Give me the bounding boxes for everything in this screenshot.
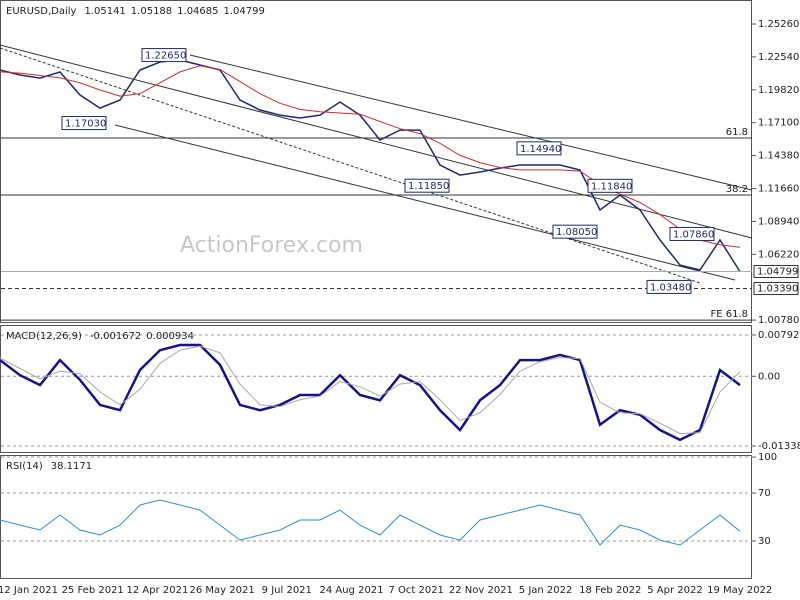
annotation-label: 1.03480 xyxy=(650,282,691,293)
annotation-box xyxy=(552,224,598,239)
y-tick-label: 1.25260 xyxy=(758,19,799,30)
x-tick-label: 22 Nov 2021 xyxy=(449,585,513,596)
y-tick-label: 1.19820 xyxy=(758,85,799,96)
level-label: 38.2 xyxy=(726,184,748,195)
y-tick-label: 1.17100 xyxy=(758,118,799,129)
series-line xyxy=(0,345,741,435)
header-value: 38.1171 xyxy=(51,461,92,472)
y-tick-label: 1.00780 xyxy=(758,315,799,326)
x-tick-label: 7 Oct 2021 xyxy=(388,585,443,596)
annotation-label: 1.14940 xyxy=(520,144,561,155)
header-value: 0.000934 xyxy=(146,331,194,342)
trend-line xyxy=(0,44,753,239)
y-tick-label: 1.22540 xyxy=(758,52,799,63)
channel-upper xyxy=(189,54,753,191)
y-tick-label: 1.14380 xyxy=(758,151,799,162)
annotation-label: 1.11850 xyxy=(408,181,449,192)
annotation-label: 1.22650 xyxy=(145,51,186,62)
annotation-label: 1.07860 xyxy=(673,229,714,240)
y-tick-label: 1.06220 xyxy=(758,249,799,260)
series-line xyxy=(0,343,741,442)
header-value: 1.04685 xyxy=(177,6,218,17)
rsi-panel xyxy=(0,455,752,579)
x-tick-label: 5 Jan 2022 xyxy=(519,585,573,596)
header-value: 1.05141 xyxy=(84,6,125,17)
panel-title: EURUSD,Daily xyxy=(6,6,77,17)
annotation-label: 1.17030 xyxy=(65,119,106,130)
header-value: 1.05188 xyxy=(131,6,172,17)
price-box xyxy=(753,282,799,296)
y-tick-label: 0.007924 xyxy=(758,330,800,341)
annotation-box xyxy=(587,178,633,193)
y-tick-label: -0.013382 xyxy=(758,441,800,452)
x-tick-label: 5 Apr 2022 xyxy=(647,585,702,596)
y-tick-label: 1.11660 xyxy=(758,183,799,194)
x-tick-label: 12 Apr 2021 xyxy=(126,585,188,596)
annotation-label: 1.08050 xyxy=(556,227,597,238)
annotation-box xyxy=(404,178,450,193)
channel-lower xyxy=(114,124,736,281)
current-price-label: 1.04799 xyxy=(757,266,798,277)
annotation-box xyxy=(141,48,187,63)
annotation-box xyxy=(516,141,562,156)
y-tick-label: 70 xyxy=(758,488,771,499)
y-tick-label: 100 xyxy=(758,452,777,463)
series-line xyxy=(0,59,741,273)
x-tick-label: 12 Jan 2021 xyxy=(0,585,58,596)
x-tick-label: 24 Aug 2021 xyxy=(319,585,383,596)
panel-title: RSI(14) xyxy=(6,461,43,472)
support-label: 1.03390 xyxy=(757,284,798,295)
x-tick-label: 25 Feb 2021 xyxy=(62,585,124,596)
macd-panel xyxy=(0,325,752,453)
x-tick-label: 26 May 2021 xyxy=(189,585,254,596)
watermark: ActionForex.com xyxy=(180,233,363,258)
level-label: 61.8 xyxy=(726,127,748,138)
annotation-box xyxy=(61,116,107,131)
y-tick-label: 30 xyxy=(758,536,771,547)
x-tick-label: 18 Feb 2022 xyxy=(579,585,641,596)
header-value: 1.04799 xyxy=(224,6,265,17)
panel-title: MACD(12,26,9) xyxy=(6,331,82,342)
price-box xyxy=(753,264,799,278)
annotation-label: 1.11840 xyxy=(591,181,632,192)
annotation-box xyxy=(646,279,692,294)
annotation-box xyxy=(669,226,715,241)
x-tick-label: 9 Jul 2021 xyxy=(262,585,312,596)
x-tick-label: 19 May 2022 xyxy=(707,585,772,596)
y-tick-label: 1.08940 xyxy=(758,216,799,227)
header-value: -0.001672 xyxy=(90,331,141,342)
y-tick-label: 0.00 xyxy=(758,371,780,382)
price-panel xyxy=(0,0,752,323)
level-label: FE 61.8 xyxy=(710,309,748,320)
dashed-trend xyxy=(0,47,701,284)
series-line xyxy=(0,499,741,546)
